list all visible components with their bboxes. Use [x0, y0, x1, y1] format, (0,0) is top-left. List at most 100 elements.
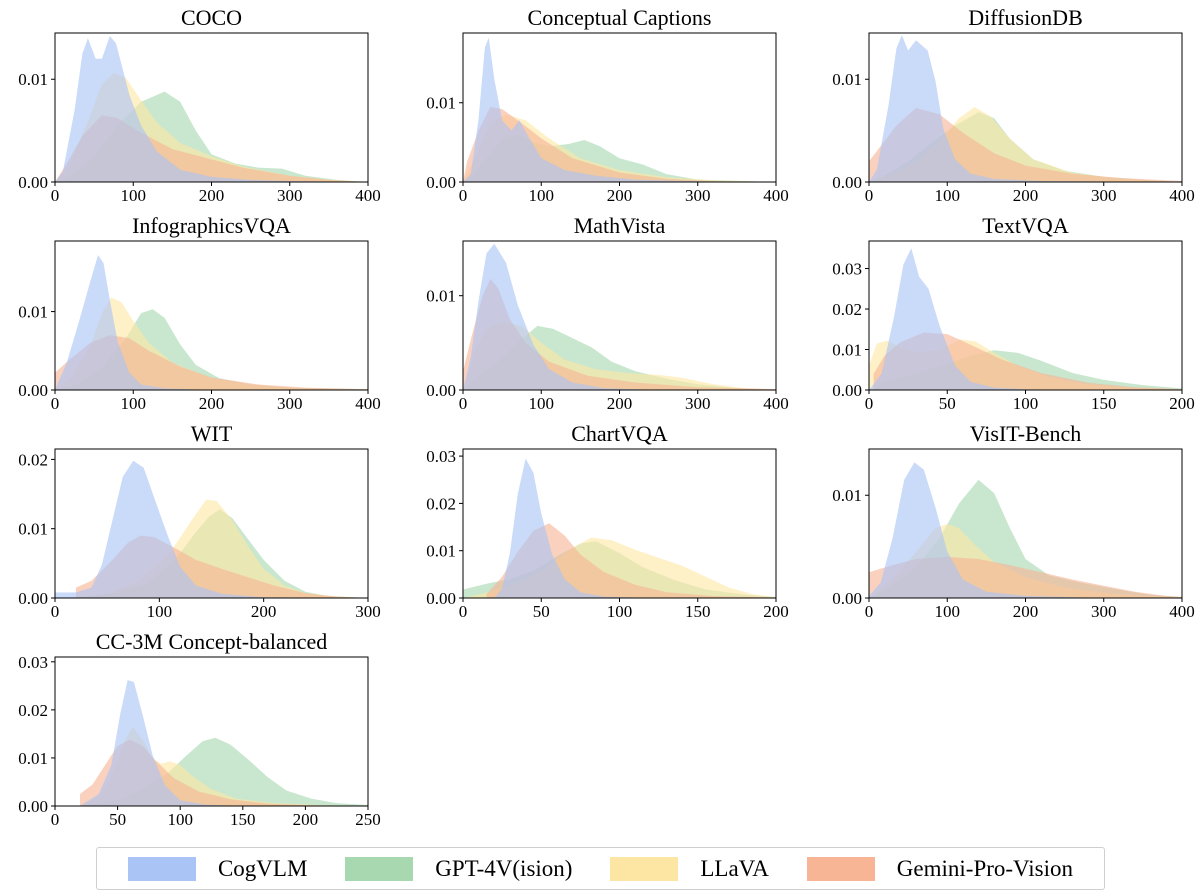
y-tick-label: 0.00 [18, 797, 48, 816]
x-tick-label: 400 [355, 186, 381, 205]
x-tick-label: 100 [529, 394, 555, 413]
x-tick-label: 200 [1013, 186, 1039, 205]
legend-label: Gemini-Pro-Vision [896, 855, 1074, 881]
subplot-wit: 0 100 200 300 0.00 0.01 0.02 WIT [18, 421, 381, 621]
subplot-diffusiondb: 0 100 200 300 400 0.00 0.01 DiffusionDB [832, 5, 1195, 205]
y-tick-label: 0.02 [18, 701, 48, 720]
y-tick-label: 0.00 [832, 381, 862, 400]
x-tick-label: 200 [199, 394, 225, 413]
x-tick-label: 0 [459, 394, 468, 413]
axes-frame [54, 656, 369, 807]
x-tick-label: 0 [865, 602, 874, 621]
subplot-title: VisIT-Bench [970, 421, 1082, 446]
y-tick-label: 0.00 [832, 173, 862, 192]
x-tick-label: 400 [1169, 186, 1195, 205]
subplot-coco: 0 100 200 300 400 0.00 0.01 COCO [18, 5, 381, 205]
x-tick-label: 250 [355, 810, 381, 829]
y-tick-label: 0.03 [426, 447, 456, 466]
x-tick-label: 300 [355, 602, 381, 621]
legend-item-llava: LLaVA [610, 856, 769, 882]
x-tick-label: 300 [685, 186, 711, 205]
legend-swatch-llava [610, 856, 679, 881]
x-tick-label: 300 [1091, 602, 1117, 621]
y-tick-label: 0.01 [18, 70, 48, 89]
x-tick-label: 200 [1169, 394, 1195, 413]
area-gemini-pro-vision [55, 335, 368, 390]
y-tick-label: 0.00 [426, 173, 456, 192]
x-tick-label: 0 [865, 186, 874, 205]
legend-swatch-gpt4v [345, 856, 414, 881]
legend-swatch-cogvlm [127, 856, 196, 881]
y-tick-label: 0.01 [832, 341, 862, 360]
subplot-title: COCO [181, 5, 242, 30]
x-tick-label: 150 [685, 602, 711, 621]
x-tick-label: 100 [1013, 394, 1039, 413]
x-tick-label: 300 [277, 186, 303, 205]
x-tick-label: 200 [607, 394, 633, 413]
area-cogvlm [869, 35, 1182, 182]
area-cogvlm [55, 460, 368, 598]
x-tick-label: 50 [109, 810, 126, 829]
legend-label: LLaVA [700, 855, 769, 881]
x-tick-label: 0 [51, 186, 60, 205]
x-tick-label: 200 [199, 186, 225, 205]
subplot-title: Conceptual Captions [528, 5, 712, 30]
legend: CogVLM GPT-4V(ision) LLaVA Gemini-Pro-Vi… [96, 847, 1105, 890]
y-tick-label: 0.00 [18, 381, 48, 400]
y-tick-label: 0.00 [832, 589, 862, 608]
legend-item-gemini: Gemini-Pro-Vision [806, 855, 1074, 882]
x-tick-label: 50 [533, 602, 550, 621]
x-tick-label: 400 [355, 394, 381, 413]
y-tick-label: 0.01 [18, 749, 48, 768]
x-tick-label: 100 [607, 602, 633, 621]
area-cogvlm [55, 36, 368, 182]
y-tick-label: 0.00 [18, 589, 48, 608]
area-cogvlm [80, 680, 368, 806]
subplot-title: WIT [191, 421, 233, 446]
y-tick-label: 0.01 [426, 542, 456, 561]
y-tick-label: 0.01 [18, 303, 48, 322]
x-tick-label: 100 [147, 602, 173, 621]
x-tick-label: 300 [277, 394, 303, 413]
subplot-title: DiffusionDB [968, 5, 1083, 30]
x-tick-label: 200 [607, 186, 633, 205]
x-tick-label: 200 [763, 602, 789, 621]
x-tick-label: 0 [51, 810, 60, 829]
x-tick-label: 50 [939, 394, 956, 413]
subplot-title: InfographicsVQA [132, 213, 291, 238]
area-cogvlm [463, 37, 776, 182]
subplot-textvqa: 0 50 100 150 200 0.00 0.01 0.02 0.03 TextVQA [832, 213, 1195, 413]
x-tick-label: 400 [763, 186, 789, 205]
legend-label: GPT-4V(ision) [435, 855, 573, 881]
y-tick-label: 0.01 [832, 486, 862, 505]
subplot-title: ChartVQA [571, 421, 668, 446]
x-tick-label: 0 [459, 602, 468, 621]
x-tick-label: 0 [459, 186, 468, 205]
x-tick-label: 150 [1091, 394, 1117, 413]
x-tick-label: 400 [1169, 602, 1195, 621]
subplot-mathvista: 0 100 200 300 400 0.00 0.01 MathVista [426, 213, 789, 413]
x-tick-label: 100 [167, 810, 193, 829]
x-tick-label: 200 [1013, 602, 1039, 621]
y-tick-label: 0.00 [426, 381, 456, 400]
x-tick-label: 300 [685, 394, 711, 413]
subplot-title: CC-3M Concept-balanced [96, 629, 328, 654]
area-cogvlm [55, 255, 368, 390]
legend-item-cogvlm: CogVLM [127, 855, 308, 882]
subplot-infographicsvqa: 0 100 200 300 400 0.00 0.01 InfographicsVQA [18, 213, 381, 413]
y-tick-label: 0.02 [18, 450, 48, 469]
x-tick-label: 100 [121, 186, 147, 205]
x-tick-label: 0 [51, 394, 60, 413]
y-tick-label: 0.01 [426, 94, 456, 113]
x-tick-label: 400 [763, 394, 789, 413]
axes-frame [54, 448, 369, 599]
area-cogvlm [463, 243, 776, 390]
x-tick-label: 100 [935, 186, 961, 205]
x-tick-label: 300 [1091, 186, 1117, 205]
legend-label: CogVLM [217, 855, 308, 881]
x-tick-label: 0 [51, 602, 60, 621]
subplot-title: MathVista [574, 213, 666, 238]
y-tick-label: 0.00 [426, 589, 456, 608]
legend-item-gpt4v: GPT-4V(ision) [345, 856, 572, 882]
x-tick-label: 0 [865, 394, 874, 413]
